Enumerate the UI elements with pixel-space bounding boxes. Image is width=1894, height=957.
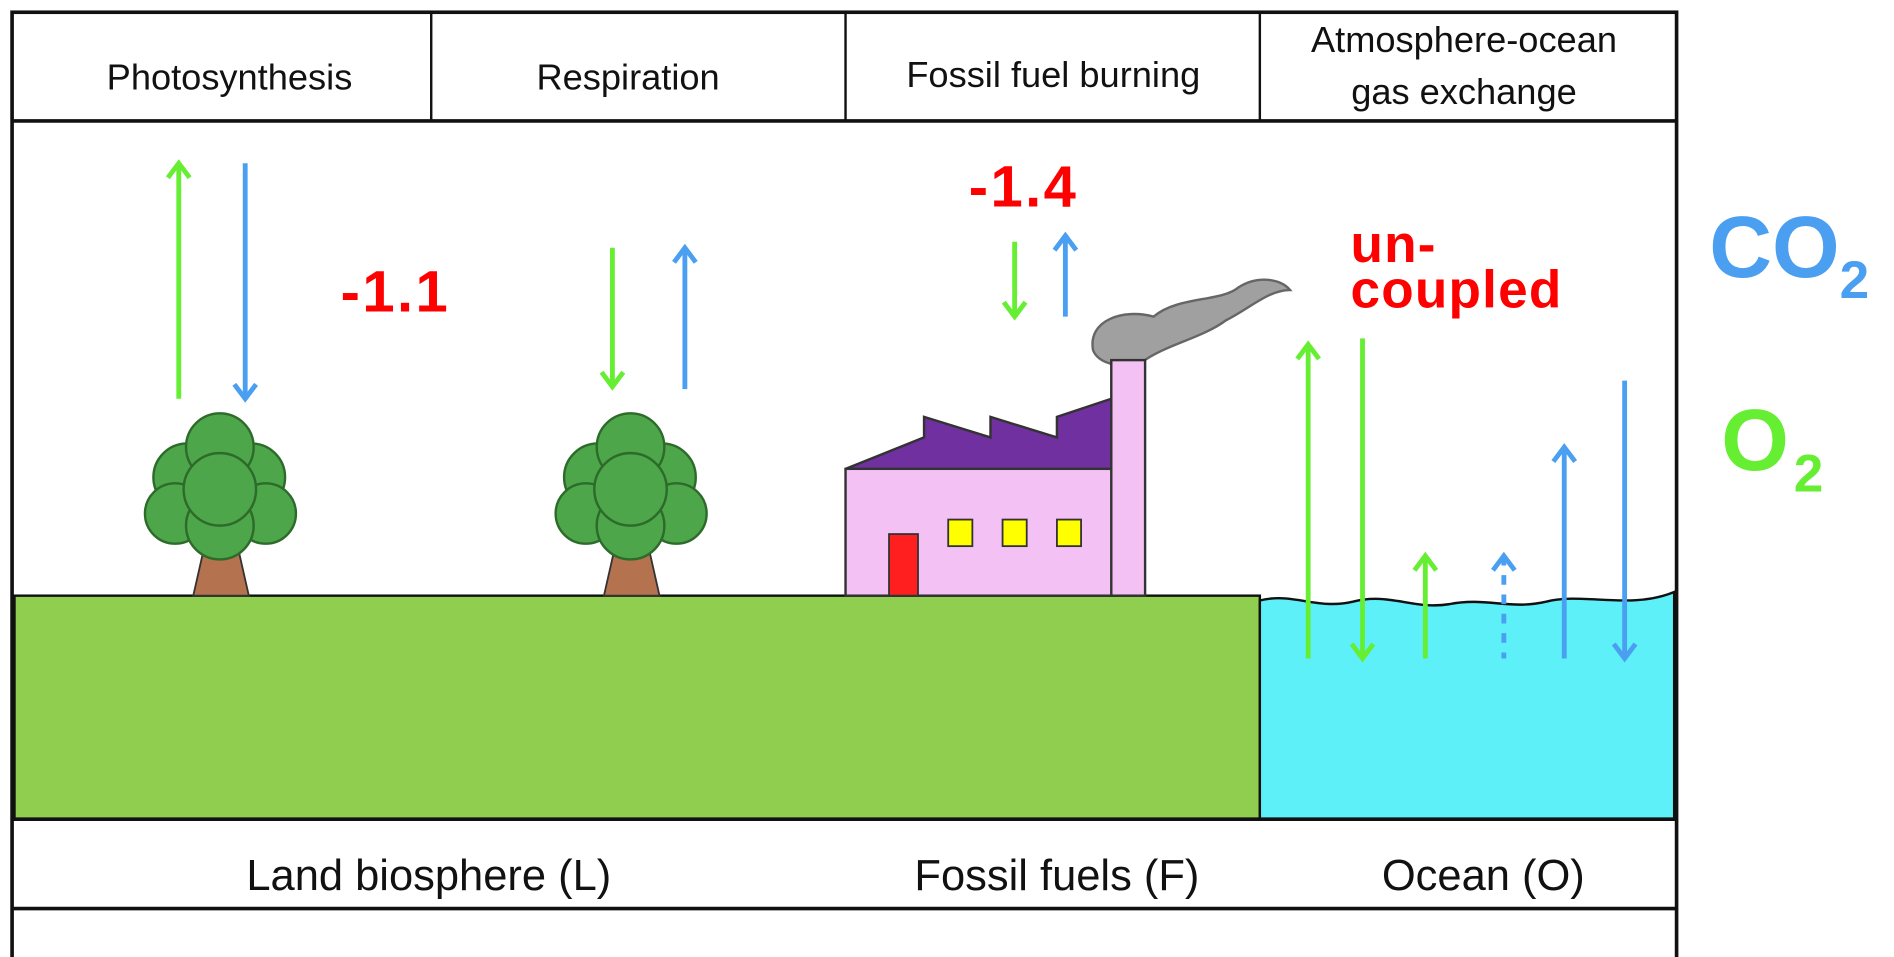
legend-co2-sub: 2 bbox=[1840, 251, 1870, 310]
ratio-label: -1.1 bbox=[341, 260, 451, 324]
reservoir-label: Ocean (O) bbox=[1382, 852, 1585, 900]
flux-arrow bbox=[1349, 338, 1376, 663]
ratio-label: coupled bbox=[1350, 261, 1562, 320]
flux-arrow bbox=[1611, 380, 1638, 663]
flux-arrow bbox=[1551, 443, 1578, 659]
flux-arrow bbox=[165, 159, 192, 399]
tree bbox=[143, 412, 298, 597]
flux-arrow bbox=[599, 247, 626, 391]
ratio-label: un- bbox=[1350, 215, 1436, 274]
flux-arrow bbox=[1412, 551, 1439, 659]
flux-arrow bbox=[1001, 241, 1028, 321]
tree bbox=[554, 412, 708, 597]
header-label: Photosynthesis bbox=[107, 56, 353, 97]
header-label: Respiration bbox=[537, 56, 720, 97]
header-label: Fossil fuel burning bbox=[906, 54, 1200, 95]
ratio-label: -1.4 bbox=[969, 155, 1079, 219]
factory bbox=[844, 278, 1293, 597]
header-label: Atmosphere-ocean bbox=[1311, 19, 1617, 60]
legend-co2: CO bbox=[1709, 199, 1839, 296]
flux-arrow bbox=[1491, 551, 1517, 659]
flux-arrow bbox=[1295, 340, 1321, 659]
flux-arrow bbox=[1052, 231, 1079, 317]
legend-o2-sub: 2 bbox=[1794, 444, 1824, 503]
land bbox=[13, 594, 1262, 821]
flux-arrow bbox=[672, 243, 698, 390]
arrows bbox=[165, 159, 1638, 663]
ocean bbox=[1258, 590, 1676, 821]
reservoir-label: Land biosphere (L) bbox=[246, 852, 611, 900]
flux-arrow bbox=[232, 163, 259, 403]
reservoir-label: Fossil fuels (F) bbox=[914, 852, 1199, 900]
header-label: gas exchange bbox=[1351, 71, 1577, 112]
legend-o2: O bbox=[1721, 392, 1789, 489]
